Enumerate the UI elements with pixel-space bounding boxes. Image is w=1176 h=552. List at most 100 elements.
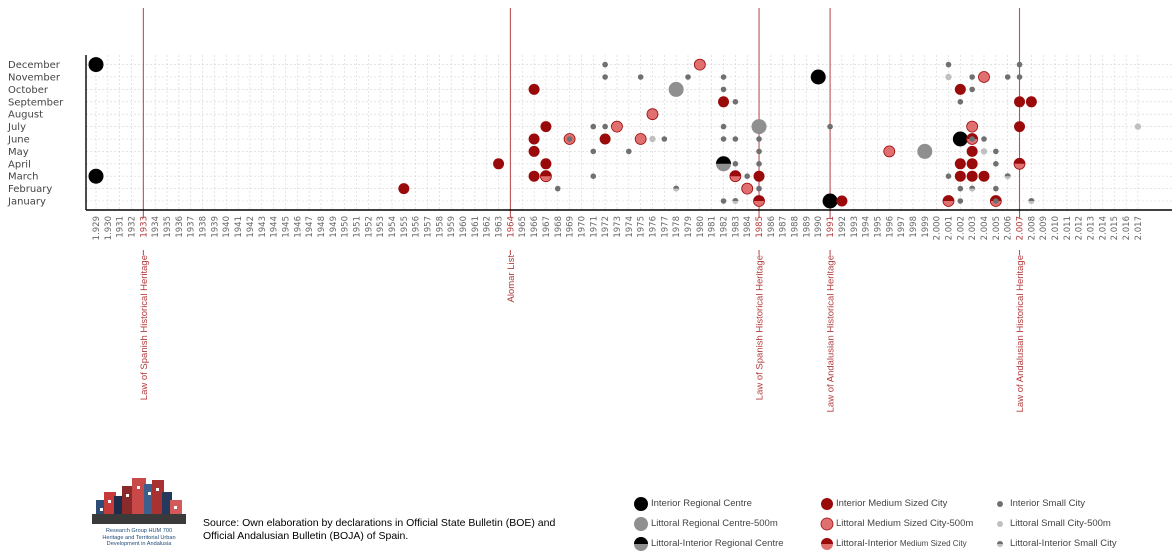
logo-image (92, 478, 186, 524)
data-point (661, 136, 668, 142)
data-point (969, 86, 975, 93)
point-circle (827, 123, 833, 130)
point-circle (590, 148, 597, 155)
legend-markers (634, 497, 1003, 551)
year-tick-label: 2.016 (1122, 216, 1132, 240)
legislation-label: Law of Andalusian Historical Heritage (1015, 255, 1026, 412)
data-point (954, 83, 966, 95)
data-point (942, 195, 955, 207)
chart-axes (85, 55, 1172, 211)
year-tick-label: 1979 (684, 216, 694, 238)
year-tick-label: 1.929 (92, 216, 102, 240)
year-tick-label: 1945 (281, 216, 291, 238)
point-circle (917, 143, 933, 159)
year-tick-label: 1986 (767, 216, 777, 238)
data-point (493, 158, 505, 170)
data-point (626, 148, 632, 155)
data-point (540, 121, 552, 133)
data-point (602, 61, 608, 68)
data-point (993, 198, 999, 204)
data-point (732, 136, 739, 142)
year-tick-label: 2.007 (1016, 216, 1026, 240)
year-tick-label: 2.004 (980, 216, 990, 240)
data-point (980, 148, 988, 155)
data-point (744, 173, 750, 179)
data-point (1025, 96, 1037, 108)
year-tick-label: 1941 (234, 216, 244, 238)
year-tick-label: 1998 (909, 216, 919, 238)
point-circle (822, 193, 838, 209)
data-point (599, 133, 611, 145)
point-circle (1025, 96, 1037, 108)
data-point (756, 136, 762, 142)
data-point (945, 61, 952, 68)
year-tick-label: 1944 (270, 216, 280, 238)
data-point (673, 185, 680, 192)
data-point (718, 96, 730, 108)
year-tick-label: 1969 (566, 216, 576, 238)
legend: Interior Regional Centre Littoral Region… (630, 494, 1170, 552)
month-label: October (8, 85, 49, 96)
point-circle (966, 145, 978, 157)
point-circle (720, 74, 727, 80)
point-circle (398, 183, 410, 195)
point-half (969, 185, 976, 189)
month-label: May (8, 147, 29, 158)
point-circle (751, 119, 767, 135)
logo-caption-line: Development in Andalusia (106, 541, 172, 547)
point-circle (599, 133, 611, 145)
data-point (966, 158, 978, 170)
legend-marker-littoral-medium-city (820, 517, 834, 531)
year-tick-label: 1968 (554, 216, 564, 238)
point-circle (649, 135, 656, 143)
point-circle (528, 83, 540, 95)
data-point (602, 74, 608, 80)
month-label: December (8, 60, 61, 71)
data-point (954, 170, 966, 182)
year-tick-label: 1972 (601, 216, 611, 238)
year-tick-label: 1965 (518, 216, 528, 238)
point-circle (753, 170, 765, 182)
point-circle (945, 173, 952, 179)
year-tick-label: 2.017 (1134, 216, 1144, 240)
point-half (673, 185, 680, 189)
year-tick-label: 1949 (329, 216, 339, 238)
legislation-label: Law of Andalusian Historical Heritage (826, 255, 837, 412)
logo-caption: Research Group HUM 700 Heritage and Terr… (84, 528, 194, 548)
data-point (883, 145, 896, 158)
data-point (978, 71, 990, 83)
data-point (732, 99, 739, 105)
point-circle (732, 161, 739, 167)
point-circle (693, 58, 706, 71)
legend-marker-interior-regional-centre (634, 497, 648, 511)
data-point (836, 195, 848, 207)
point-circle (718, 96, 730, 108)
point-circle (966, 170, 978, 182)
point-circle (602, 61, 608, 68)
data-point (1134, 123, 1142, 130)
legend-marker-littoral-interior-medium-city (821, 538, 833, 550)
data-point (756, 148, 762, 155)
point-circle (836, 195, 848, 207)
data-point (969, 185, 976, 192)
point-circle (566, 136, 573, 142)
month-label: March (8, 172, 38, 183)
point-circle (720, 86, 727, 93)
point-circle (957, 99, 964, 105)
point-circle (611, 120, 623, 133)
year-tick-label: 2.012 (1075, 216, 1085, 240)
data-point (1004, 173, 1011, 180)
month-label: September (8, 97, 64, 108)
legend-marker-littoral-regional-centre (634, 517, 648, 531)
point-circle (732, 99, 739, 105)
legend-marker-littoral-interior-small-city (997, 541, 1003, 547)
point-half (729, 170, 741, 177)
legend-marker-interior-small-city (997, 501, 1003, 507)
year-tick-label: 1958 (435, 216, 445, 238)
point-half (753, 195, 765, 201)
point-half (716, 156, 732, 164)
point-circle (954, 170, 966, 182)
point-circle (966, 158, 978, 170)
year-tick-label: 1948 (317, 216, 327, 238)
